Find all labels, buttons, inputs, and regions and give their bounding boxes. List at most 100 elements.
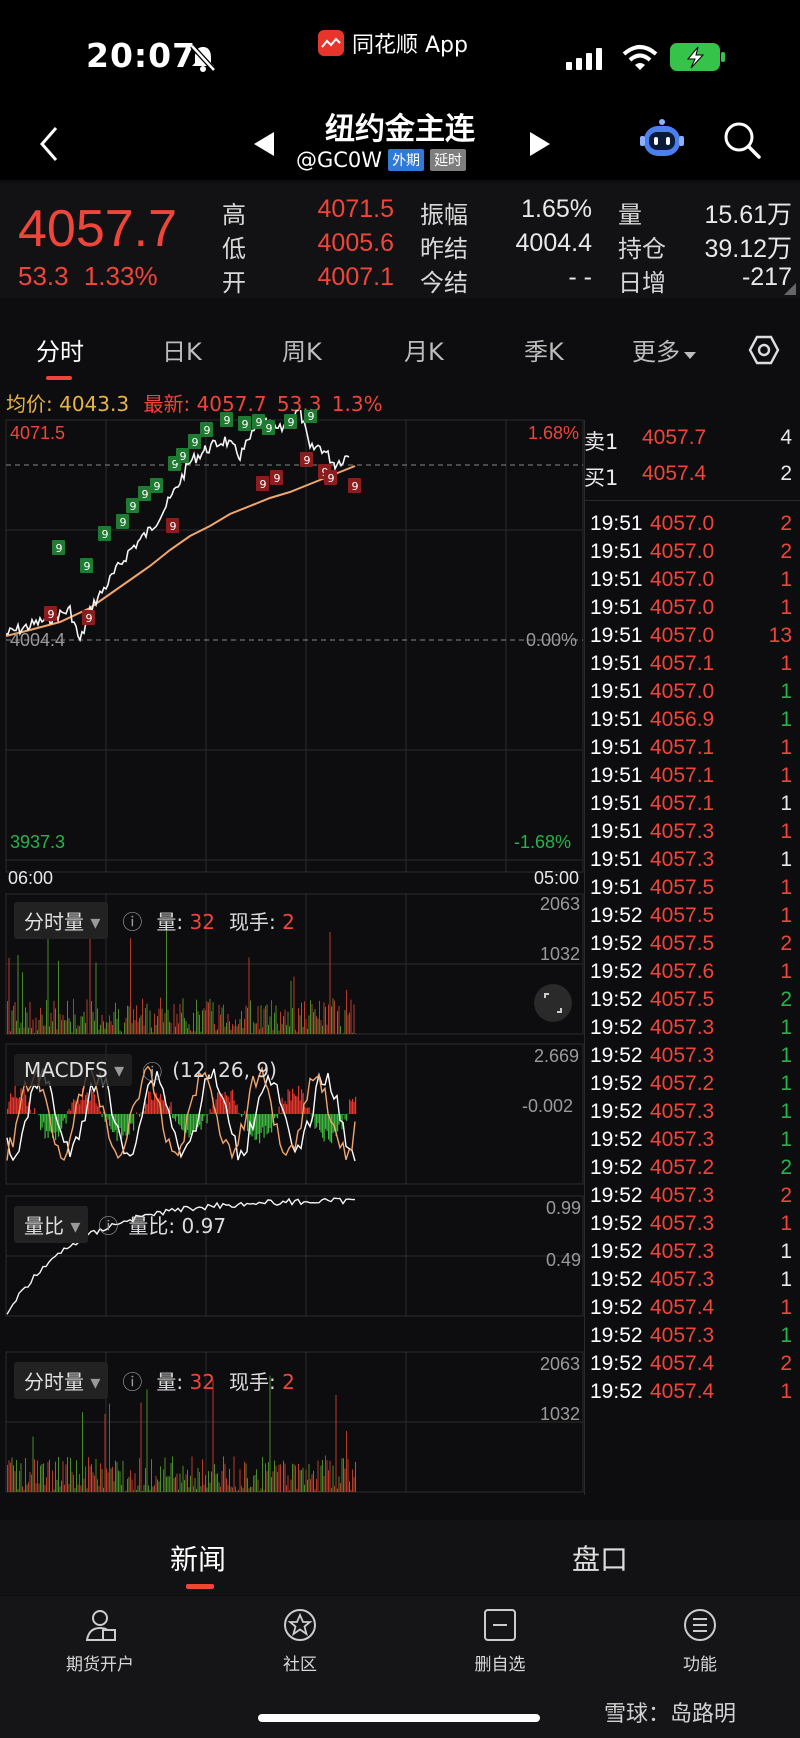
tick-price: 4057.3 (650, 1100, 715, 1123)
cellular-signal-icon (566, 48, 602, 70)
next-arrow-icon[interactable] (528, 130, 552, 158)
back-icon[interactable] (34, 124, 64, 164)
volume-bar (71, 1471, 73, 1492)
td-buy-marker (80, 558, 93, 573)
volume2-indicator-selector[interactable]: 分时量 ▾ (14, 1362, 109, 1399)
tab-quarterly-k[interactable]: 季K (524, 338, 564, 366)
volume-bar (85, 1023, 86, 1034)
fullscreen-button[interactable] (534, 984, 572, 1022)
volume-bar (110, 1021, 112, 1034)
home-indicator[interactable] (258, 1714, 540, 1722)
td-buy-marker (284, 414, 297, 429)
td-buy-marker (98, 526, 111, 541)
low-pct-label: -1.68% (514, 832, 572, 852)
dropdown-triangle-icon: ▾ (114, 1058, 125, 1082)
volume-bar (143, 1025, 145, 1034)
volume-bar (292, 1463, 293, 1492)
macd-bars (6, 1065, 357, 1162)
nav-remove-watchlist[interactable]: 删自选 (430, 1606, 570, 1675)
volume-bar (197, 1467, 199, 1492)
td-buy-marker-label: 9 (84, 560, 91, 573)
help-icon[interactable]: ⓘ (122, 910, 143, 934)
daily-change-value: -217 (741, 263, 792, 291)
macd-bar (173, 1114, 175, 1119)
tab-daily-k[interactable]: 日K (162, 338, 202, 366)
base-pct-label: 0.00% (526, 630, 578, 650)
settings-hexagon-icon[interactable] (748, 334, 780, 366)
nav-functions[interactable]: 功能 (630, 1606, 770, 1675)
ratio-number: 0.97 (181, 1214, 227, 1238)
tab-weekly-k[interactable]: 周K (282, 338, 322, 366)
volume-bar (91, 1001, 92, 1034)
volume-bar (166, 926, 167, 1034)
tick-time: 19:51 (590, 792, 643, 815)
expand-corner-icon[interactable] (784, 283, 796, 295)
tick-volume: 1 (780, 1128, 792, 1151)
volume-bar (79, 1474, 80, 1492)
tab-more[interactable]: 更多 (632, 332, 696, 367)
wifi-icon (622, 45, 658, 70)
volume-indicator-selector[interactable]: 分时量 ▾ (14, 902, 109, 939)
tick-row: 19:51 4057.3 1 (584, 848, 796, 879)
td9-markers: 99999999999999999999999999 (44, 410, 361, 625)
macd-indicator-selector[interactable]: MACDFS ▾ (14, 1054, 133, 1086)
tick-time: 19:51 (590, 596, 643, 619)
tick-price: 4057.4 (650, 1352, 715, 1375)
volume-bar (236, 1026, 238, 1034)
help-icon[interactable]: ⓘ (142, 1059, 163, 1084)
tick-time: 19:52 (590, 1352, 643, 1375)
macd-bar (184, 1114, 186, 1139)
prev-arrow-icon[interactable] (252, 130, 276, 158)
tick-price: 4057.0 (650, 596, 715, 619)
macd-bar (352, 1098, 354, 1114)
today-settle-label: 今结 (420, 269, 468, 297)
volume-bar (265, 1006, 266, 1034)
macd-bar (191, 1114, 193, 1132)
macd-bar (98, 1100, 100, 1114)
td-buy-marker-label: 9 (192, 436, 199, 449)
active-tab-indicator (46, 376, 72, 380)
nav-account-open[interactable]: 期货开户 (30, 1606, 170, 1675)
tick-volume: 2 (780, 988, 792, 1011)
tab-intraday[interactable]: 分时 (36, 338, 84, 366)
low-value: 4005.6 (317, 229, 394, 257)
volume-bar (334, 1000, 335, 1034)
volume-bar (70, 1021, 71, 1034)
macd-bar (13, 1097, 15, 1114)
volume-bar (139, 1458, 140, 1492)
search-icon[interactable] (722, 120, 762, 160)
help-icon[interactable]: ⓘ (98, 1214, 119, 1238)
volume-bar (22, 1486, 23, 1492)
tick-volume: 1 (780, 1100, 792, 1123)
tab-order-book[interactable]: 盘口 (572, 1543, 629, 1576)
contract-code-row: @GC0W 外期 延时 (296, 148, 467, 172)
tick-time: 19:52 (590, 932, 643, 955)
macd-bar (196, 1114, 198, 1129)
volume-bar (260, 1488, 262, 1492)
avg-value: 4043.3 (59, 392, 130, 416)
ratio-indicator-selector[interactable]: 量比 ▾ (14, 1206, 89, 1243)
volume-bar (149, 1010, 151, 1034)
volume-bar (107, 1472, 109, 1492)
volume-bar (290, 1479, 292, 1492)
volume-bar (227, 1014, 229, 1034)
volume-bar (97, 1008, 98, 1034)
volume-bar (158, 1008, 160, 1034)
volume-bar (208, 1002, 209, 1034)
tick-volume: 1 (780, 904, 792, 927)
tab-monthly-k[interactable]: 月K (404, 338, 444, 366)
robot-assistant-icon[interactable] (638, 118, 686, 162)
macd-bar (319, 1114, 321, 1130)
macd-bar (308, 1107, 310, 1114)
volume-bar (137, 1485, 139, 1492)
tick-row: 19:51 4056.9 1 (584, 708, 796, 739)
volume-qty: 量: 32 (156, 906, 215, 935)
macd-bar (347, 1113, 349, 1114)
help-icon[interactable]: ⓘ (122, 1370, 143, 1394)
tab-news[interactable]: 新闻 (170, 1543, 227, 1576)
volume2-qty-value: 32 (189, 1370, 215, 1394)
intraday-chart-area[interactable]: 99999999999999999999999999 (0, 410, 584, 1495)
macd-bar (118, 1114, 120, 1133)
volume-bar (341, 1458, 343, 1492)
nav-community[interactable]: 社区 (230, 1606, 370, 1675)
